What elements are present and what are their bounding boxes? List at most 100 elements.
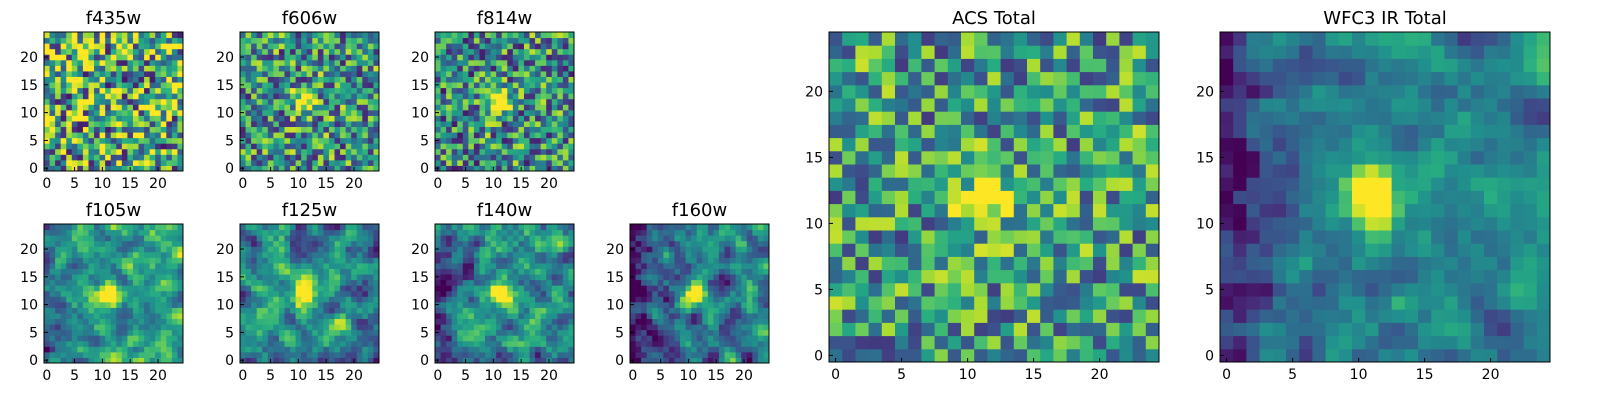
heatmap-cell bbox=[351, 279, 358, 286]
heatmap-cell bbox=[535, 357, 542, 364]
heatmap-cell bbox=[718, 235, 726, 242]
heatmap-cell bbox=[121, 340, 128, 347]
heatmap-cell bbox=[138, 32, 145, 39]
heatmap-cell bbox=[262, 351, 269, 358]
heatmap-cell bbox=[546, 296, 553, 303]
heatmap-cell bbox=[351, 59, 358, 66]
heatmap-cell bbox=[696, 335, 703, 342]
heatmap-cell bbox=[479, 120, 486, 128]
heatmap-cell bbox=[540, 82, 547, 89]
heatmap-cell bbox=[462, 43, 469, 50]
heatmap-cell bbox=[568, 154, 575, 161]
heatmap-cell bbox=[1053, 216, 1068, 231]
heatmap-cell bbox=[680, 251, 687, 258]
heatmap-cell bbox=[362, 285, 369, 292]
heatmap-cell bbox=[496, 165, 503, 172]
heatmap-cell bbox=[440, 335, 447, 342]
heatmap-cell bbox=[1066, 243, 1081, 257]
heatmap-cell bbox=[82, 143, 89, 150]
heatmap-cell bbox=[881, 309, 896, 323]
heatmap-cell bbox=[485, 43, 492, 50]
heatmap-cell bbox=[55, 93, 62, 100]
heatmap-cell bbox=[251, 93, 258, 100]
heatmap-cell bbox=[367, 43, 374, 50]
heatmap-cell bbox=[66, 274, 73, 281]
heatmap-cell bbox=[523, 143, 531, 150]
heatmap-cell bbox=[457, 340, 464, 347]
heatmap-cell bbox=[66, 285, 73, 292]
heatmap-cell bbox=[568, 307, 575, 314]
heatmap-cell bbox=[446, 268, 453, 275]
heatmap-cell bbox=[641, 240, 648, 247]
heatmap-cell bbox=[473, 115, 480, 122]
heatmap-cell bbox=[473, 240, 480, 247]
heatmap-cell bbox=[435, 154, 442, 161]
heatmap-cell bbox=[367, 351, 374, 358]
heatmap-cell bbox=[473, 59, 480, 66]
heatmap-cell bbox=[160, 312, 167, 320]
heatmap-cell bbox=[351, 290, 358, 297]
heatmap-cell bbox=[245, 229, 252, 236]
heatmap-cell bbox=[127, 82, 134, 89]
heatmap-cell bbox=[334, 285, 341, 292]
heatmap-cell bbox=[362, 137, 369, 144]
heatmap-cell bbox=[657, 296, 664, 303]
heatmap-cell bbox=[921, 335, 936, 350]
heatmap-cell bbox=[696, 351, 703, 358]
heatmap-cell bbox=[155, 154, 162, 161]
heatmap-cell bbox=[94, 120, 101, 128]
heatmap-cell bbox=[479, 132, 486, 139]
heatmap-cell bbox=[908, 164, 922, 178]
heatmap-cell bbox=[367, 296, 374, 303]
heatmap-cell bbox=[562, 132, 569, 139]
heatmap-cell bbox=[149, 137, 156, 144]
heatmap-cell bbox=[546, 148, 553, 155]
heatmap-cell bbox=[518, 65, 525, 72]
heatmap-cell bbox=[267, 82, 274, 89]
heatmap-cell bbox=[334, 59, 341, 66]
heatmap-cell bbox=[60, 251, 67, 258]
heatmap-cell bbox=[121, 351, 128, 358]
heatmap-cell bbox=[245, 76, 252, 83]
heatmap-cell bbox=[551, 137, 558, 144]
heatmap-cell bbox=[568, 132, 575, 139]
heatmap-cell bbox=[641, 346, 648, 353]
heatmap-cell bbox=[284, 262, 291, 269]
heatmap-cell bbox=[535, 229, 542, 236]
heatmap-cell bbox=[987, 177, 1002, 191]
heatmap-cell bbox=[674, 329, 681, 336]
heatmap-cell bbox=[166, 126, 173, 133]
heatmap-cell bbox=[94, 76, 101, 83]
heatmap-cell bbox=[724, 307, 731, 314]
heatmap-cell bbox=[730, 257, 737, 264]
heatmap-cell bbox=[171, 246, 178, 253]
heatmap-cell bbox=[724, 246, 731, 253]
heatmap-cell bbox=[507, 54, 514, 61]
heatmap-cell bbox=[127, 93, 134, 100]
heatmap-cell bbox=[1013, 296, 1028, 310]
heatmap-cell bbox=[144, 251, 151, 258]
heatmap-cell bbox=[1000, 269, 1015, 284]
heatmap-cell bbox=[251, 335, 258, 342]
heatmap-cell bbox=[523, 251, 531, 258]
heatmap-cell bbox=[295, 346, 302, 353]
heatmap-cell bbox=[535, 340, 542, 347]
heatmap-cell bbox=[752, 324, 759, 331]
heatmap-cell bbox=[49, 37, 56, 44]
heatmap-cell bbox=[707, 312, 714, 320]
heatmap-cell bbox=[49, 154, 56, 161]
heatmap-cell bbox=[323, 32, 330, 39]
heatmap-cell bbox=[485, 115, 492, 122]
heatmap-cell bbox=[317, 48, 324, 55]
heatmap-cell bbox=[680, 279, 687, 286]
heatmap-cell bbox=[99, 296, 106, 303]
heatmap-cell bbox=[462, 137, 469, 144]
heatmap-cell bbox=[245, 312, 252, 320]
heatmap-cell bbox=[110, 120, 117, 128]
heatmap-cell bbox=[99, 340, 106, 347]
heatmap-cell bbox=[724, 224, 731, 231]
heatmap-cell bbox=[256, 143, 263, 150]
heatmap-cell bbox=[1013, 150, 1028, 165]
heatmap-cell bbox=[273, 165, 280, 172]
